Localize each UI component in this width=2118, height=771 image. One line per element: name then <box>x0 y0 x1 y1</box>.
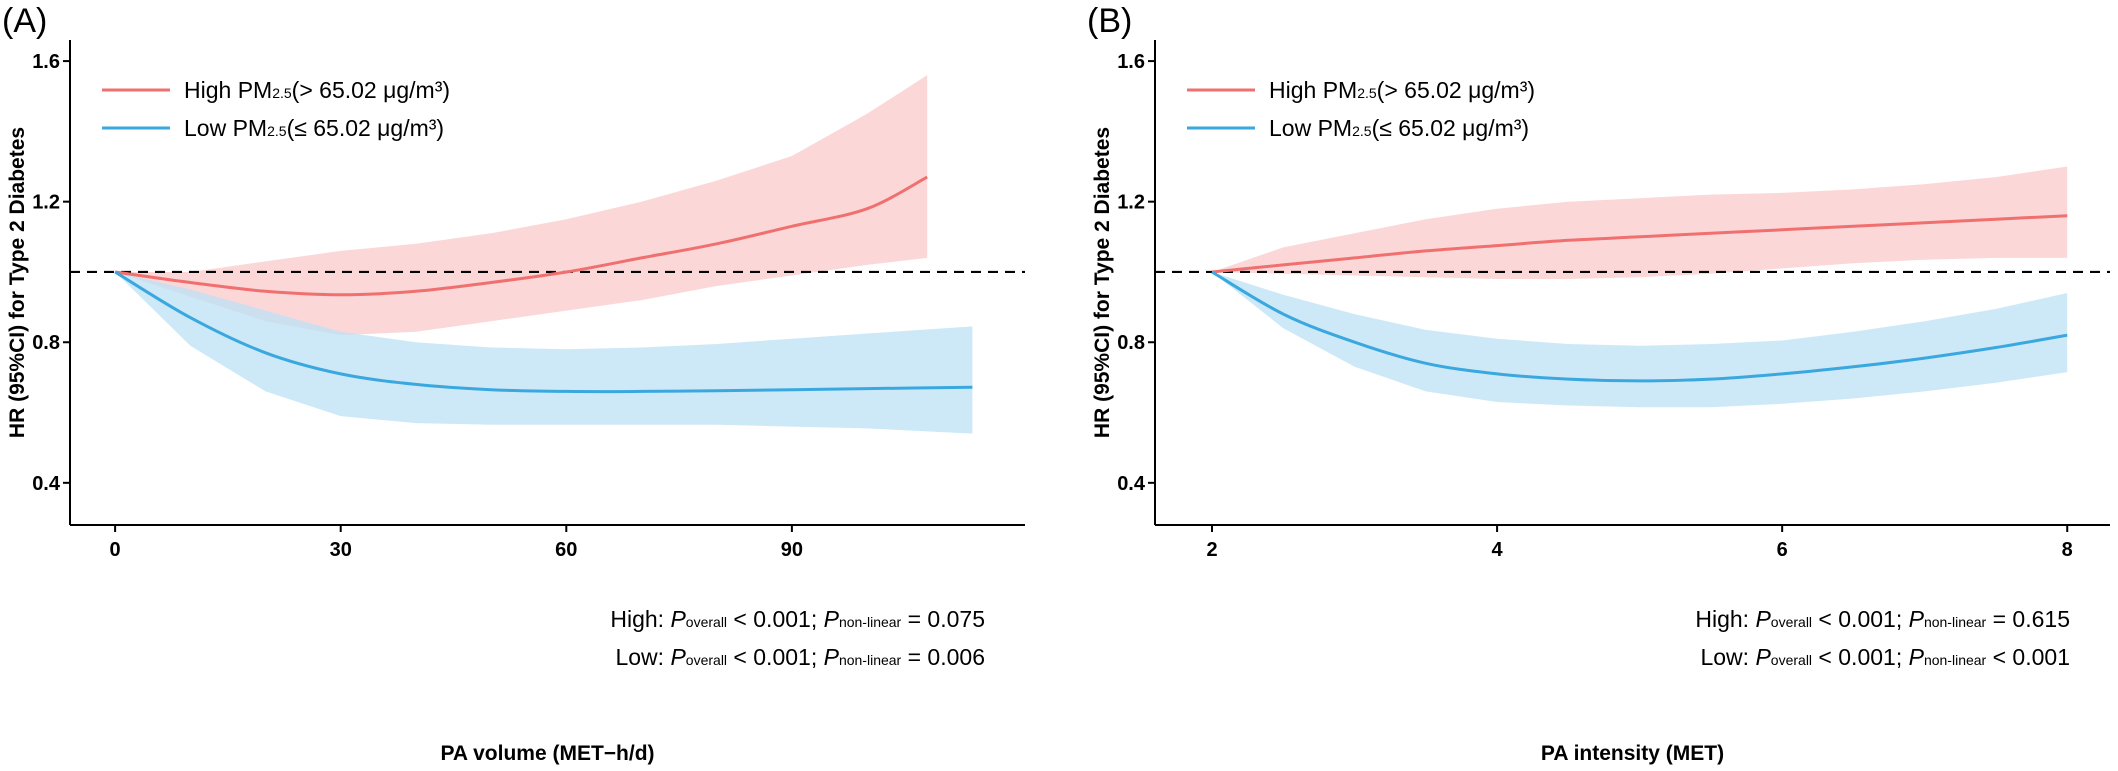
high-pm25-ci-band <box>115 75 928 336</box>
y-axis-title: HR (95%CI) for Type 2 Diabetes <box>6 127 29 438</box>
high-pm25-line <box>114 175 928 297</box>
panel-b: (B) 0.4 0.8 1.2 1.6 2 4 6 8 PA intensity (MET) HR … <box>1087 2 2110 765</box>
p-value-annotation-high: High: Poverall < 0.001; Pnon-linear = 0.… <box>1695 606 2070 632</box>
y-tick-label: 0.8 <box>32 332 60 354</box>
legend-label-high: High PM2.5(> 65.02 μg/m³) <box>184 77 450 103</box>
x-tick-label: 60 <box>555 539 577 561</box>
p-value-annotation-low: Low: Poverall < 0.001; Pnon-linear = 0.0… <box>615 644 985 670</box>
y-tick-label: 1.6 <box>32 51 60 73</box>
panel-a: (A) 0.4 0.8 1.2 1.6 0 30 60 90 PA volume (MET−h/d… <box>2 2 1025 765</box>
low-pm25-ci-band <box>115 272 973 434</box>
low-pm25-line <box>1211 270 2068 383</box>
legend-label-low: Low PM2.5(≤ 65.02 μg/m³) <box>184 115 444 141</box>
y-tick-label: 0.8 <box>1117 332 1145 354</box>
y-tick-label: 0.4 <box>1117 473 1146 495</box>
x-tick-label: 4 <box>1492 539 1504 561</box>
y-tick-label: 1.2 <box>32 192 60 214</box>
panel-label: (B) <box>1087 2 1132 40</box>
legend-label-high: High PM2.5(> 65.02 μg/m³) <box>1269 77 1535 103</box>
panel-label: (A) <box>2 2 47 40</box>
x-tick-label: 6 <box>1777 539 1788 561</box>
x-tick-label: 2 <box>1206 539 1217 561</box>
x-tick-label: 30 <box>330 539 352 561</box>
y-tick-label: 1.6 <box>1117 51 1145 73</box>
y-tick-label: 1.2 <box>1117 192 1145 214</box>
legend-label-low: Low PM2.5(≤ 65.02 μg/m³) <box>1269 115 1529 141</box>
x-tick-label: 90 <box>781 539 803 561</box>
x-axis-title: PA volume (MET−h/d) <box>440 742 654 765</box>
p-value-annotation-low: Low: Poverall < 0.001; Pnon-linear < 0.0… <box>1700 644 2070 670</box>
y-axis-title: HR (95%CI) for Type 2 Diabetes <box>1091 127 1114 438</box>
low-pm25-ci-band <box>1212 272 2068 408</box>
x-tick-label: 0 <box>110 539 121 561</box>
x-axis-title: PA intensity (MET) <box>1541 742 1724 765</box>
high-pm25-line <box>1211 214 2068 274</box>
p-value-annotation-high: High: Poverall < 0.001; Pnon-linear = 0.… <box>610 606 985 632</box>
low-pm25-line <box>114 270 973 394</box>
x-tick-label: 8 <box>2062 539 2073 561</box>
y-tick-label: 0.4 <box>32 473 61 495</box>
